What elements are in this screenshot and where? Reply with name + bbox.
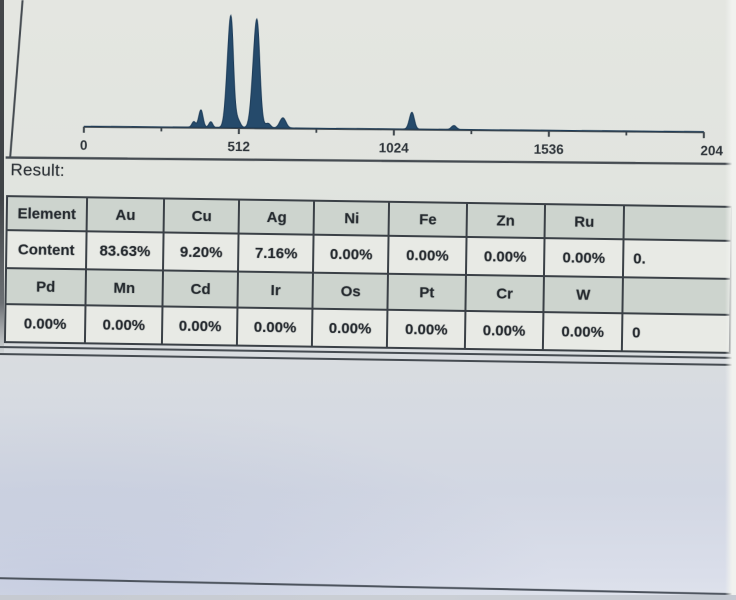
spectrum-svg: 0 512 1024 1536 204 — [5, 0, 736, 166]
content-value-cell: Content — [6, 230, 87, 270]
element-header-cell: Mn — [85, 269, 164, 307]
content-value-cell: 0.00% — [543, 238, 624, 278]
element-header-cell: Cd — [162, 270, 239, 308]
element-header-cell — [622, 277, 731, 315]
paper-right-edge — [725, 0, 736, 600]
paper-left-edge — [0, 0, 4, 356]
chart-frame-left-border — [9, 0, 25, 159]
element-header-cell: W — [543, 276, 623, 314]
element-header-cell: Cr — [465, 274, 544, 313]
content-value-cell: 7.16% — [238, 233, 314, 273]
result-label: Result: — [10, 160, 65, 180]
desk-edge — [0, 595, 736, 600]
spectrum-peaks — [83, 14, 704, 133]
spectrum-chart: 0 512 1024 1536 204 — [0, 0, 736, 170]
content-value-cell: 83.63% — [85, 231, 164, 271]
element-header-cell: Ru — [544, 204, 625, 240]
footer-line — [0, 576, 736, 596]
content-value-cell: 0 — [621, 313, 731, 353]
content-value-cell: 0.00% — [312, 308, 388, 348]
content-value-cell: 0.00% — [162, 306, 238, 346]
element-header-cell: Ir — [237, 271, 314, 309]
x-tick-labels: 0 512 1024 1536 204 — [80, 138, 724, 159]
element-header-cell: Ag — [238, 199, 315, 235]
element-header-cell: Pd — [5, 268, 86, 306]
element-header-cell — [623, 205, 733, 241]
x-tick-label: 0 — [80, 138, 88, 153]
element-header-cell: Fe — [388, 201, 467, 237]
content-value-cell: 0.00% — [464, 310, 544, 351]
content-value-cell: 0. — [622, 239, 732, 279]
content-value-cell: 0.00% — [313, 234, 389, 274]
x-tick-label: 1536 — [534, 142, 565, 157]
results-table: Element Au Cu Ag Ni Fe Zn Ru Content 83.63% 9.20% 7… — [4, 195, 733, 354]
content-value-cell: 0.00% — [387, 309, 466, 349]
content-value-cell: 0.00% — [84, 305, 163, 345]
x-tick-label: 1024 — [379, 140, 410, 155]
element-header-cell: Os — [312, 272, 389, 310]
content-value-cell: 0.00% — [542, 312, 623, 352]
content-value-cell: 9.20% — [163, 232, 239, 272]
content-value-cell: 0.00% — [237, 307, 313, 347]
content-value-cell: 0.00% — [465, 236, 545, 277]
element-header-cell: Pt — [387, 273, 466, 311]
element-header-cell: Ni — [313, 200, 390, 236]
element-header-cell: Zn — [466, 202, 546, 239]
x-tick-label: 204 — [700, 143, 723, 158]
content-value-cell: 0.00% — [4, 304, 86, 344]
chart-frame-bottom-border — [5, 156, 736, 166]
content-value-cell: 0.00% — [388, 235, 467, 275]
element-header-cell: Element — [6, 196, 87, 232]
element-header-cell: Au — [86, 197, 165, 233]
element-header-cell: Cu — [163, 198, 240, 234]
x-tick-label: 512 — [227, 139, 250, 154]
